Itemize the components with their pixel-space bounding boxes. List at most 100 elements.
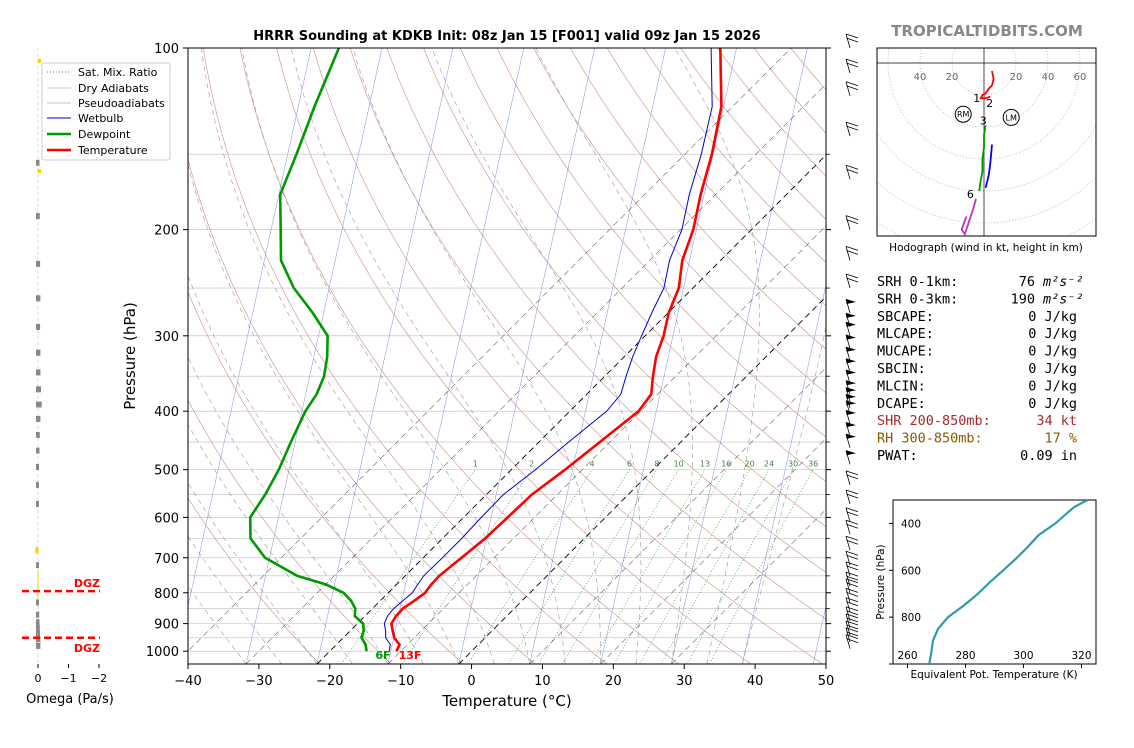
barb-staff (845, 489, 851, 505)
dry-adiabat (460, 48, 826, 483)
omega-bar (36, 431, 40, 438)
x-tick-label: −20 (316, 674, 343, 689)
hodograph-segment-upper (960, 198, 977, 236)
wind-barb (845, 588, 859, 603)
legend-item-temperature: Temperature (77, 144, 148, 157)
wind-barb (845, 81, 859, 96)
barb-feather (846, 638, 859, 643)
x-tick-label: 40 (747, 674, 764, 689)
index-label: SRH 0-3km: (877, 291, 958, 307)
index-value: 17 % (1044, 431, 1077, 447)
x-tick-label: −30 (245, 674, 272, 689)
barb-feather (845, 81, 859, 87)
storm-motion-label: RM (957, 110, 970, 119)
wind-barb (845, 393, 856, 409)
barb-feather (845, 58, 859, 64)
mixing-ratio-line (709, 469, 814, 664)
omega-bar (36, 260, 41, 267)
index-value: 34 kt (1036, 413, 1077, 429)
barb-feather (845, 164, 859, 170)
wind-barb (845, 634, 859, 649)
mixing-ratio-line (613, 469, 727, 664)
barb-staff (845, 606, 851, 621)
dgz-bottom-label: DGZ (74, 642, 100, 655)
dry-adiabat (188, 290, 464, 664)
isotherm (188, 48, 792, 652)
legend: Sat. Mix. Ratio Dry Adiabats Pseudoadiab… (41, 62, 171, 161)
wind-barb (845, 421, 856, 437)
dry-adiabat (188, 158, 536, 664)
dry-adiabat (496, 48, 826, 438)
dry-adiabat (570, 48, 826, 350)
omega-bar (36, 481, 39, 488)
barb-staff (845, 81, 851, 96)
barb-staff (845, 520, 851, 535)
moist-adiabat (352, 48, 601, 664)
mixing-ratio-label: 20 (745, 460, 755, 469)
barb-staff (845, 33, 851, 49)
mixing-ratio-line (590, 469, 706, 664)
x-tick-label: 10 (534, 674, 551, 689)
isotherm (387, 225, 826, 664)
hodograph-tick-label: 20 (1010, 72, 1023, 83)
barb-feather (846, 554, 859, 560)
mixing-ratio-line (538, 469, 658, 664)
series-wetbulb (383, 48, 713, 652)
barb-flag (846, 433, 856, 439)
omega-bar (36, 630, 41, 637)
barb-feather (846, 601, 859, 607)
barb-staff (845, 634, 851, 649)
moist-adiabat (188, 274, 424, 664)
mixing-ratio-label: 13 (700, 460, 710, 469)
barb-flag (846, 380, 856, 386)
barb-feather (845, 561, 859, 567)
omega-bar-positive (38, 169, 41, 174)
mixing-ratio-label: 8 (654, 460, 659, 469)
index-value: 0 J/kg (1028, 361, 1077, 377)
mixing-ratio-label: 36 (808, 460, 818, 469)
index-label: SBCIN: (877, 361, 926, 377)
wetbulb-guide (600, 48, 737, 664)
omega-bar (36, 369, 41, 376)
barb-feather (846, 631, 859, 637)
wetbulb-guide (812, 604, 826, 664)
dry-adiabat (386, 48, 826, 573)
legend-item-pseudo: Pseudoadiabats (78, 97, 165, 110)
mixing-ratio-line (687, 469, 794, 664)
isotherm (529, 367, 826, 664)
barb-feather (846, 617, 859, 623)
barb-feather (845, 634, 859, 639)
wind-barb (845, 380, 856, 395)
barb-feather (846, 539, 859, 545)
moist-adiabat (742, 325, 826, 664)
wetbulb-guide (458, 48, 595, 664)
hodograph-height-label: 2 (986, 97, 993, 110)
mixing-ratio-line (508, 469, 630, 664)
y-tick-label: 600 (154, 511, 179, 526)
hodograph-tick-label: 40 (1042, 72, 1055, 83)
barb-feather (846, 592, 859, 597)
omega-bar (36, 501, 39, 507)
hodograph-tick-label: 40 (914, 72, 927, 83)
barb-feather (846, 582, 859, 588)
wetbulb-guide (245, 48, 383, 664)
index-label: MLCAPE: (877, 326, 934, 342)
legend-item-mixratio: Sat. Mix. Ratio (78, 66, 158, 79)
y-tick-label: 400 (154, 405, 179, 420)
omega-bar (36, 323, 41, 330)
barb-flag (846, 422, 856, 428)
omega-bar (36, 295, 41, 302)
dry-adiabat (239, 48, 680, 664)
theta-y-tick-label: 600 (901, 565, 921, 577)
barb-feather (846, 493, 859, 499)
isotherm (600, 438, 826, 664)
barb-feather (845, 535, 859, 541)
barb-feather (846, 624, 859, 630)
theta-x-axis-label: Equivalent Pot. Temperature (K) (910, 669, 1077, 681)
barb-staff (845, 588, 851, 603)
omega-tick-label: −1 (60, 672, 76, 685)
barb-staff (845, 246, 851, 261)
omega-tick-label: −2 (91, 672, 107, 685)
wetbulb-guide (671, 48, 808, 664)
